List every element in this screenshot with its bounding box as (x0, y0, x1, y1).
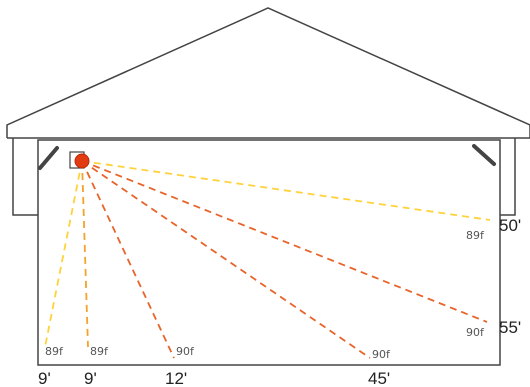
temp-label-left-wall: 89f (45, 345, 64, 358)
heater-element (74, 153, 90, 169)
left-overhang (12, 138, 38, 216)
ray-floor-mid (81, 160, 175, 359)
building (6, 7, 530, 366)
temp-label-floor-far: 90f (372, 348, 391, 361)
distance-labels: 9' 9' 12' 45' 55' 50' (38, 216, 521, 387)
left-bracket (38, 146, 59, 170)
ray-right-high (81, 160, 491, 221)
distance-label-floor-near: 9' (84, 369, 97, 387)
temp-label-right-low: 90f (466, 326, 485, 339)
heat-rays (44, 160, 491, 359)
temp-label-floor-near: 89f (90, 345, 109, 358)
distance-label-right-low: 55' (499, 318, 521, 337)
building-walls (37, 139, 501, 366)
right-overhang (500, 138, 516, 216)
distance-label-right-high: 50' (499, 216, 521, 235)
temperature-labels: 89f 89f 90f 90f 90f 89f (45, 229, 485, 361)
ray-floor-near (81, 160, 89, 348)
roof-outline (6, 7, 530, 138)
distance-label-floor-far: 45' (368, 369, 390, 387)
temp-label-right-high: 89f (466, 229, 485, 242)
distance-label-left-wall: 9' (38, 369, 51, 387)
heater-icon (69, 151, 90, 169)
distance-label-floor-mid: 12' (165, 369, 187, 387)
ray-floor-far (81, 160, 371, 359)
temp-label-floor-mid: 90f (176, 345, 195, 358)
ray-left-wall (44, 160, 83, 348)
ray-right-low (81, 160, 488, 323)
right-bracket (472, 144, 496, 166)
